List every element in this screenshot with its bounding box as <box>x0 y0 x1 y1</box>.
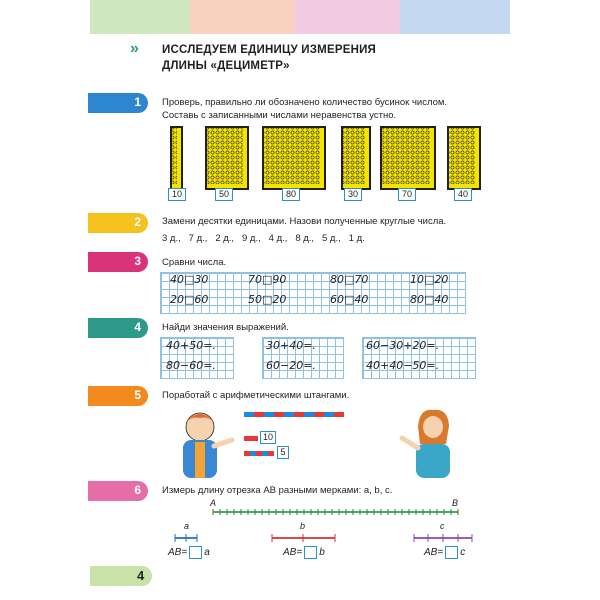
comparison-cell[interactable]: 60□40 <box>330 293 369 306</box>
rod-value-box-5: 5 <box>277 446 289 459</box>
header-strip-pink <box>295 0 400 34</box>
comparison-cell[interactable]: 80□40 <box>410 293 449 306</box>
answer-row-c: AB= c <box>424 546 465 559</box>
comparison-cell[interactable]: 10□20 <box>410 273 449 286</box>
task3-text: Сравни числа. <box>162 257 227 268</box>
task2-items: 3 д., 7 д., 2 д., 9 д., 4 д., 8 д., 5 д.… <box>162 233 365 244</box>
answer-box[interactable] <box>445 546 459 559</box>
rod-long <box>244 412 344 417</box>
page-number-tab <box>90 566 152 586</box>
number-box: 30 <box>344 188 362 201</box>
number-box: 80 <box>282 188 300 201</box>
measure-c-label: c <box>440 521 445 531</box>
answer-box[interactable] <box>304 546 318 559</box>
comparison-cell[interactable]: 40□30 <box>170 273 209 286</box>
task-number-badge: 5 <box>88 386 148 406</box>
answer-grid <box>362 337 476 379</box>
answer-grid <box>262 337 344 379</box>
answer-unit: b <box>319 547 325 558</box>
page-title-line2: ДЛИНЫ «ДЕЦИМЕТР» <box>162 60 290 72</box>
bead-grid-overlay <box>172 128 475 184</box>
segment-ab <box>174 509 473 542</box>
comparison-cell[interactable]: 50□20 <box>248 293 287 306</box>
rod-10 <box>244 436 258 441</box>
task2-text: Замени десятки единицами. Назови получен… <box>162 216 447 227</box>
number-box: 50 <box>215 188 233 201</box>
expression-cell[interactable]: 40+50=. <box>166 339 216 352</box>
task5-text: Поработай с арифметическими штангами. <box>162 390 350 401</box>
girl-figure-right <box>399 409 450 478</box>
number-box: 70 <box>398 188 416 201</box>
rod-5 <box>244 451 274 456</box>
task6-text: Измерь длину отрезка AB разными мерками:… <box>162 485 393 496</box>
expression-cell[interactable]: 40+40−50=. <box>366 359 440 372</box>
point-a-label: A <box>210 498 217 508</box>
answer-row-b: AB= b <box>283 546 325 559</box>
answer-prefix: AB= <box>283 547 303 558</box>
task1-text-line2: Составь с записанными числами неравенств… <box>162 110 397 121</box>
task-number-badge: 1 <box>88 93 148 113</box>
answer-row-a: AB= a <box>168 546 210 559</box>
double-chevron-icon: » <box>130 40 139 57</box>
task-number-badge: 3 <box>88 252 148 272</box>
answer-grid <box>160 272 466 314</box>
measure-a-label: a <box>184 521 190 531</box>
header-strip-green <box>90 0 190 34</box>
comparison-cell[interactable]: 20□60 <box>170 293 209 306</box>
answer-box[interactable] <box>189 546 203 559</box>
answer-unit: c <box>460 547 466 558</box>
answer-grid <box>160 337 234 379</box>
expression-cell[interactable]: 30+40=. <box>266 339 316 352</box>
header-strip-peach <box>190 0 295 34</box>
number-box: 10 <box>168 188 186 201</box>
expression-cell[interactable]: 60−30+20=. <box>366 339 440 352</box>
comparison-cell[interactable]: 70□90 <box>248 273 287 286</box>
boy-figure-left <box>183 412 235 478</box>
answer-prefix: AB= <box>168 547 188 558</box>
header-strip-blue <box>400 0 510 34</box>
task-number-badge: 2 <box>88 213 148 233</box>
task1-text-line1: Проверь, правильно ли обозначено количес… <box>162 97 448 108</box>
comparison-cell[interactable]: 80□70 <box>330 273 369 286</box>
task-number-badge: 4 <box>88 318 148 338</box>
answer-unit: a <box>204 547 210 558</box>
arithmetic-rods-illustration <box>183 409 450 478</box>
number-box: 40 <box>454 188 472 201</box>
task-number-badge: 6 <box>88 481 148 501</box>
measure-b-label: b <box>300 521 306 531</box>
rod-value-box-10: 10 <box>260 431 276 444</box>
point-b-label: B <box>452 498 459 508</box>
page-number: 4 <box>137 568 145 583</box>
expression-cell[interactable]: 80−60=. <box>166 359 216 372</box>
expression-cell[interactable]: 60−20=. <box>266 359 316 372</box>
page-title-line1: ИССЛЕДУЕМ ЕДИНИЦУ ИЗМЕРЕНИЯ <box>162 44 377 56</box>
answer-prefix: AB= <box>424 547 444 558</box>
task4-text: Найди значения выражений. <box>162 322 289 333</box>
